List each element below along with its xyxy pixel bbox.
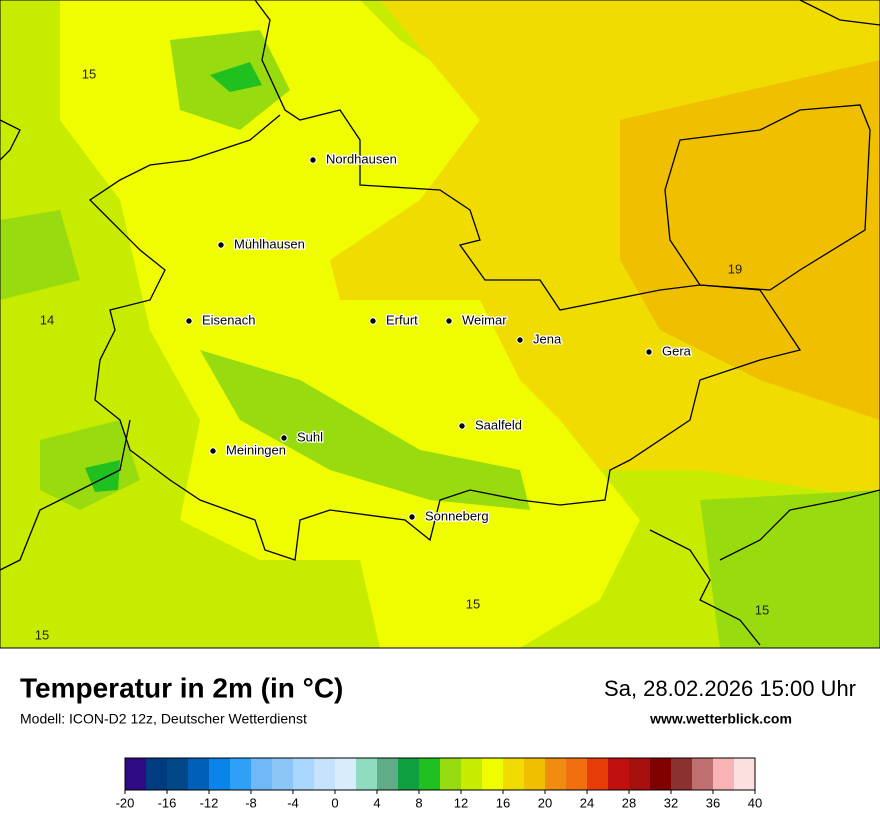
state-border (0, 119, 21, 161)
city-label: Meiningen (226, 442, 286, 457)
city-label: Sonneberg (425, 508, 489, 523)
cold-patch (85, 460, 120, 492)
city-dot (408, 513, 416, 521)
city-label: Mühlhausen (234, 236, 305, 251)
city-label: Saalfeld (475, 417, 522, 432)
city-label: Gera (662, 343, 692, 358)
cool-patch (200, 350, 530, 510)
colorbar-swatch (419, 758, 441, 790)
website: www.wetterblick.com (649, 711, 792, 727)
colorbar-frame (124, 757, 756, 791)
colorbar-swatch (692, 758, 714, 790)
colorbar-swatch (230, 758, 252, 790)
point-temperature: 19 (728, 261, 742, 276)
city-label: Suhl (297, 429, 323, 444)
cold-patch (210, 62, 262, 92)
colorbar-tick-label: 24 (580, 795, 594, 810)
colorbar-swatch (125, 758, 147, 790)
colorbar-swatch (314, 758, 336, 790)
point-temperature: 15 (466, 596, 480, 611)
colorbar-swatch (629, 758, 651, 790)
colorbar-swatch (188, 758, 210, 790)
city-dot (369, 317, 377, 325)
map: Nordhausen Mühlhausen Eisenach Erfurt Weimar… (0, 0, 880, 648)
title: Temperatur in 2m (in °C) (20, 672, 343, 703)
point-temperature: 14 (40, 312, 54, 327)
city-label: Eisenach (202, 312, 255, 327)
colorbar-tick-label: 40 (748, 795, 762, 810)
city-label: Weimar (462, 312, 507, 327)
city-label: Jena (533, 331, 562, 346)
colorbar-tick-label: 0 (331, 795, 338, 810)
datetime: Sa, 28.02.2026 15:00 Uhr (604, 676, 856, 701)
colorbar-swatch (335, 758, 357, 790)
state-border (799, 0, 880, 26)
colorbar-swatch (167, 758, 189, 790)
colorbar-swatch (608, 758, 630, 790)
city-dot (516, 336, 524, 344)
point-temperature: 15 (35, 627, 49, 642)
colorbar-swatch (482, 758, 504, 790)
colorbar-tick-label: 20 (538, 795, 552, 810)
colorbar-tick-label: -8 (245, 795, 257, 810)
city-label: Nordhausen (326, 151, 397, 166)
point-temperature: 15 (755, 602, 769, 617)
cool-patch (0, 210, 80, 300)
colorbar-swatch (524, 758, 546, 790)
state-border (88, 0, 802, 561)
city-dot (309, 156, 317, 164)
colorbar-tick-label: -16 (158, 795, 177, 810)
colorbar-swatch (209, 758, 231, 790)
colorbar-swatch (671, 758, 693, 790)
colorbar-swatch (587, 758, 609, 790)
colorbar-tick-label: -12 (200, 795, 219, 810)
colorbar-swatch (461, 758, 483, 790)
colorbar-tick-label: -4 (287, 795, 299, 810)
colorbar-swatch (713, 758, 735, 790)
colorbar-swatch (503, 758, 525, 790)
colorbar-swatch (545, 758, 567, 790)
warmest-region (620, 60, 880, 420)
state-border (0, 419, 131, 571)
colorbar-swatch (440, 758, 462, 790)
colorbar-swatch (650, 758, 672, 790)
colorbar-tick-label: 8 (415, 795, 422, 810)
colorbar-swatch (377, 758, 399, 790)
point-temperature: 15 (82, 66, 96, 81)
state-border (664, 104, 871, 291)
city-dot (280, 434, 288, 442)
colorbar-swatch (356, 758, 378, 790)
colorbar: -20 -16 -12 -8 -4 0 4 8 12 16 20 24 28 32 36 40 (116, 757, 762, 810)
colorbar-tick-label: 28 (622, 795, 636, 810)
colorbar-tick-label: 4 (373, 795, 380, 810)
colorbar-tick-label: 32 (664, 795, 678, 810)
subtitle: Modell: ICON-D2 12z, Deutscher Wetterdie… (20, 711, 307, 727)
map-frame (0, 0, 880, 649)
colorbar-swatch (251, 758, 273, 790)
city-dot (209, 447, 217, 455)
colorbar-swatch (398, 758, 420, 790)
colorbar-swatch (146, 758, 168, 790)
colorbar-swatch (734, 758, 756, 790)
city-dot (185, 317, 193, 325)
colorbar-swatch (566, 758, 588, 790)
country-border (649, 489, 880, 646)
colorbar-swatch (272, 758, 294, 790)
cool-patch (700, 490, 880, 648)
city-dot (458, 422, 466, 430)
city-dot (445, 317, 453, 325)
city-dot (645, 348, 653, 356)
colorbar-tick-label: -20 (116, 795, 135, 810)
colorbar-swatch (293, 758, 315, 790)
colorbar-tick-label: 16 (496, 795, 510, 810)
colorbar-tick-label: 36 (706, 795, 720, 810)
city-label: Erfurt (386, 312, 418, 327)
colorbar-tick-label: 12 (454, 795, 468, 810)
city-dot (217, 241, 225, 249)
